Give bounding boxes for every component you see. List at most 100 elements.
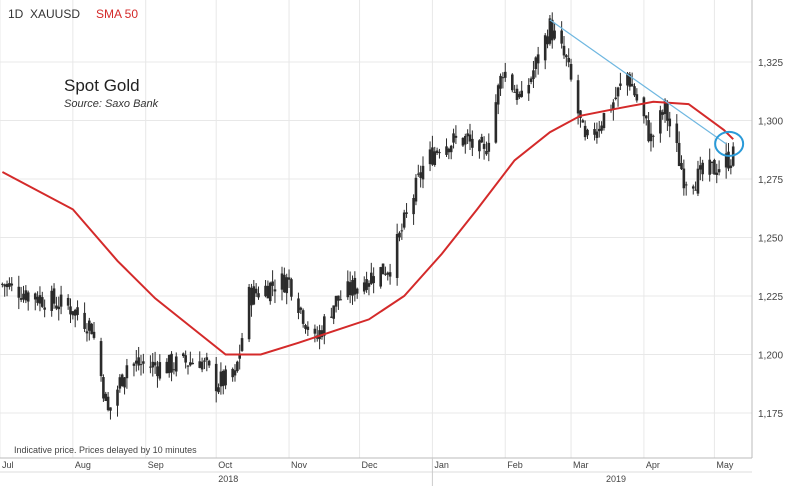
candle-body (106, 396, 110, 411)
candle-body (365, 279, 368, 290)
candle-body (224, 369, 227, 386)
candle-body (207, 360, 211, 366)
candle-body (214, 363, 218, 392)
candle-body (139, 364, 143, 366)
candle-body (264, 285, 267, 297)
candle-body (109, 407, 112, 411)
candle-body (727, 151, 730, 169)
candle-body (438, 152, 441, 154)
candle-body (454, 135, 458, 138)
candle-body (553, 30, 556, 39)
candle-body (464, 136, 467, 145)
candle-body (713, 159, 716, 175)
candle-body (635, 94, 639, 101)
candle-body (33, 293, 37, 300)
candle-body (562, 45, 566, 56)
candle-body (280, 273, 284, 290)
indicator-label: SMA 50 (96, 7, 139, 21)
candle-body (729, 165, 733, 168)
x-axis: Jul Aug Sep Oct Nov Dec Jan Feb Mar Apr May (2, 460, 734, 470)
candle-body (527, 84, 531, 94)
candle-body (299, 307, 303, 310)
candle-body (431, 147, 434, 165)
timeframe-label: 1D (8, 7, 24, 21)
candle-body (66, 297, 70, 306)
candle-body (381, 263, 385, 275)
candle-body (433, 151, 437, 166)
candle-body (233, 370, 237, 376)
candle-body (297, 298, 300, 313)
candle-body (452, 133, 455, 143)
candle-body (55, 305, 58, 309)
candle-body (254, 288, 258, 294)
candle-body (684, 184, 688, 186)
year-axis: 2018 2019 (218, 458, 626, 486)
candle-body (191, 362, 194, 365)
candle-body (677, 142, 681, 166)
candle-body (496, 85, 500, 105)
x-tick-label: Oct (218, 460, 233, 470)
candle-body (186, 365, 190, 367)
chart-title: Spot Gold (64, 76, 140, 95)
candle-body (273, 289, 277, 292)
x-tick-label: Dec (362, 460, 379, 470)
candle-body (41, 297, 44, 307)
candle-body (543, 35, 547, 61)
candle-body (172, 369, 176, 371)
candle-body (513, 91, 516, 93)
candle-body (1, 283, 4, 285)
candle-body (536, 54, 540, 64)
candle-body (417, 173, 420, 175)
y-tick-label: 1,175 (758, 409, 783, 420)
candle-body (205, 357, 209, 361)
candle-body (710, 161, 714, 163)
candle-body (353, 277, 357, 295)
candle-body (200, 361, 204, 370)
candle-body (165, 361, 169, 374)
candle-body (52, 288, 56, 304)
candle-series (1, 12, 735, 420)
candle-body (487, 142, 491, 152)
candle-body (198, 361, 202, 368)
candle-body (339, 299, 343, 301)
candle-body (586, 129, 589, 136)
candle-body (414, 177, 418, 202)
candle-body (266, 285, 270, 299)
candle-body (628, 74, 632, 87)
candle-body (560, 30, 563, 44)
candle-body (717, 169, 721, 173)
x-tick-label: Nov (291, 460, 308, 470)
y-tick-label: 1,225 (758, 292, 783, 303)
candle-body (691, 186, 695, 189)
candle-body (642, 97, 646, 117)
candle-body (85, 331, 89, 334)
candle-body (118, 377, 122, 389)
candle-body (503, 71, 507, 78)
y-tick-label: 1,325 (758, 58, 783, 69)
candle-body (167, 354, 171, 374)
candle-body (644, 115, 648, 119)
candle-body (579, 110, 582, 118)
candle-body (398, 232, 401, 238)
candle-body (370, 272, 373, 284)
candle-body (174, 356, 178, 372)
y-tick-label: 1,275 (758, 175, 783, 186)
candle-body (518, 93, 521, 98)
grid (0, 0, 752, 458)
candle-body (153, 362, 157, 366)
trendline (549, 19, 727, 145)
candle-body (581, 120, 585, 123)
x-tick-label: Feb (507, 460, 523, 470)
candle-body (250, 287, 253, 306)
candle-body (663, 99, 667, 115)
candle-body (494, 102, 498, 143)
candle-body (619, 83, 622, 86)
candle-body (548, 18, 552, 44)
candle-body (36, 296, 39, 303)
candle-body (88, 320, 91, 331)
candle-body (102, 377, 105, 399)
x-tick-label: Aug (75, 460, 91, 470)
candle-body (567, 57, 570, 63)
candle-body (240, 338, 244, 351)
